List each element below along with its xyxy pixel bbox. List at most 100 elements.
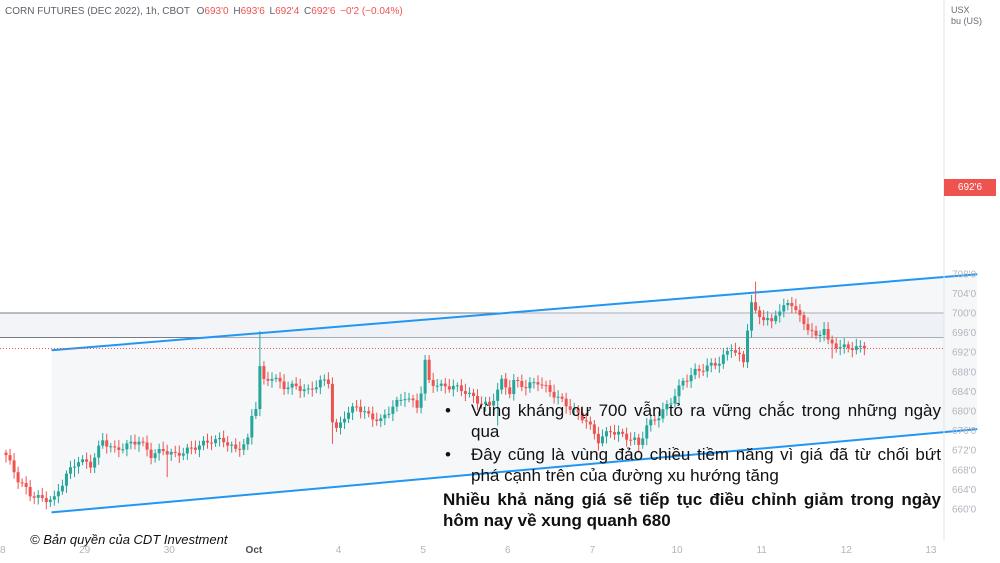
time-tick-label: 30 [164,545,176,556]
candle-body [669,403,673,405]
candle-body [173,451,177,453]
time-tick-label: 6 [505,545,511,556]
candle-body [798,309,802,316]
candle-body [290,383,294,388]
candle-body [508,387,512,395]
candle-body [467,392,471,394]
time-tick-label: 11 [756,545,767,556]
candle-body [600,436,604,444]
candle-body [500,378,504,390]
bullet-icon: • [445,445,451,464]
candle-body [427,359,431,381]
candle-body [826,329,830,340]
candle-body [596,433,600,444]
candle-body [673,396,677,404]
candle-body [189,447,193,449]
candle-body [548,385,552,392]
candle-body [725,350,729,355]
candle-body [431,380,435,386]
candle-body [520,380,524,388]
candle-body [568,406,572,410]
candle-body [246,437,250,445]
candle-body [125,443,129,450]
time-tick-label: Oct [246,545,263,556]
candle-body [834,343,838,349]
candle-body [564,398,568,407]
time-tick-label: 29 [79,545,91,556]
candle-body [367,411,371,414]
candle-body [790,303,794,307]
candle-body [314,387,318,390]
candle-body [343,418,347,423]
high-label: H [233,6,241,17]
candle-body [528,382,532,389]
candle-body [363,411,367,413]
price-tick-label: 688'0 [952,367,977,378]
candle-body [806,324,810,331]
candle-body [746,330,750,363]
candle-body [818,335,822,337]
candle-body [532,382,536,384]
currency-line-1: USX [951,5,970,15]
candle-body [298,386,302,392]
candle-body [64,473,68,486]
candle-body [383,414,387,419]
candle-body [185,447,189,454]
open-value: 693'0 [204,6,229,17]
candle-body [576,408,580,413]
candle-body [117,447,121,450]
last-price-tag: 692'6 [944,179,996,196]
candle-body [359,406,363,413]
candle-body [193,447,197,450]
candle-body [403,399,407,401]
candle-body [492,400,496,406]
candle-body [12,460,16,473]
candle-body [52,496,56,500]
candle-body [44,498,48,503]
chart-header: CORN FUTURES (DEC 2022), 1h, CBOT O693'0… [5,6,403,17]
candle-body [109,446,113,448]
time-tick-label: 7 [590,545,596,556]
candle-body [8,455,12,461]
candle-body [306,388,310,390]
candle-body [197,445,201,450]
candle-body [737,352,741,355]
candle-body [270,378,274,381]
candle-body [56,491,60,497]
price-tick-label: 684'0 [952,387,977,398]
candle-body [858,345,862,347]
candle-body [721,354,725,364]
candle-body [733,350,737,353]
candle-body [439,383,443,386]
time-tick-label: 28 [0,545,6,556]
candle-body [242,444,246,450]
candle-body [697,368,701,371]
candle-body [609,431,612,433]
candle-body [754,302,758,311]
price-tick-label: 680'0 [952,407,977,418]
candle-body [302,389,306,392]
candle-body [665,403,669,410]
currency-unit[interactable]: USX bu (US) [951,5,982,27]
time-tick-label: 5 [420,545,426,556]
candle-body [657,418,661,421]
candle-body [476,395,480,404]
candle-body [161,448,165,452]
candle-body [729,350,733,352]
candle-body [222,437,226,443]
note-item: • Vùng kháng cự 700 vẫn tỏ ra vững chắc t… [443,400,941,442]
candle-body [794,306,798,310]
candle-body [399,399,403,401]
candle-body [455,385,459,387]
candle-body [89,461,93,468]
candle-body [774,315,778,322]
candle-body [447,386,451,390]
candle-body [278,377,282,382]
candle-body [617,431,621,435]
candle-body [262,366,266,379]
candle-body [677,385,681,397]
candle-body [471,392,475,396]
candle-body [544,385,548,387]
candle-body [685,380,689,382]
candle-body [68,467,72,474]
